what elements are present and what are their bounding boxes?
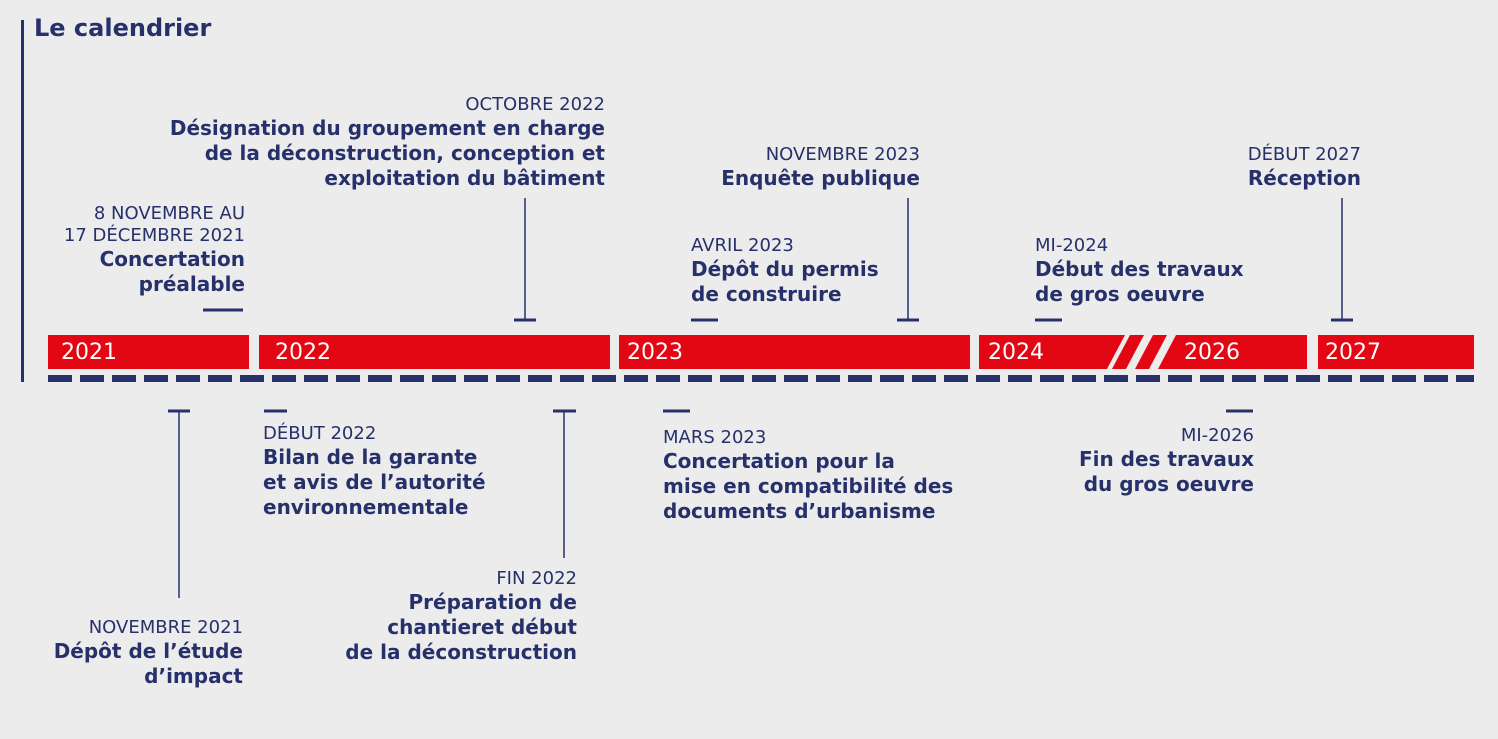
event-desc: Concertation préalable — [99, 247, 245, 296]
event-date: OCTOBRE 2022 — [465, 94, 605, 115]
markers-below — [168, 409, 1253, 598]
event-date: MI-2026 — [1180, 425, 1254, 446]
event-date: NOVEMBRE 2023 — [765, 144, 920, 165]
event-debut-2027: DÉBUT 2027 Réception — [1248, 144, 1361, 191]
event-date: NOVEMBRE 2021 — [88, 617, 243, 638]
event-desc: Dépôt de l’étude d’impact — [53, 639, 243, 688]
event-fin-2022: FIN 2022 Préparation de chantieret début… — [345, 568, 577, 665]
event-desc: Enquête publique — [721, 166, 920, 190]
event-desc: Préparation de chantieret début de la dé… — [345, 590, 577, 664]
event-novembre-2021: NOVEMBRE 2021 Dépôt de l’étude d’impact — [54, 617, 243, 689]
event-debut-2022: DÉBUT 2022 Bilan de la garante et avis d… — [263, 423, 486, 520]
year-label-2023: 2023 — [627, 340, 683, 365]
event-date: FIN 2022 — [496, 568, 577, 589]
event-mi-2026: MI-2026 Fin des travaux du gros oeuvre — [1079, 425, 1254, 497]
event-date: MI-2024 — [1035, 235, 1109, 256]
event-desc: Fin des travaux du gros oeuvre — [1078, 447, 1254, 496]
event-desc: Dépôt du permis de construire — [691, 257, 879, 306]
break-slash-2 — [1135, 335, 1167, 369]
event-novembre-2023: NOVEMBRE 2023 Enquête publique — [721, 144, 920, 191]
event-desc: Concertation pour la mise en compatibili… — [663, 449, 954, 523]
year-label-2022: 2022 — [275, 340, 331, 365]
event-avril-2023: AVRIL 2023 Dépôt du permis de construire — [691, 235, 879, 307]
year-bar-2023 — [619, 335, 970, 369]
event-date: MARS 2023 — [663, 427, 767, 448]
event-date: DÉBUT 2027 — [1247, 144, 1361, 165]
break-slash-1 — [1112, 335, 1144, 369]
markers-above — [203, 198, 1353, 322]
event-desc: Début des travaux de gros oeuvre — [1035, 257, 1244, 306]
event-mars-2023: MARS 2023 Concertation pour la mise en c… — [663, 427, 953, 524]
event-concertation-prealable: 8 NOVEMBRE AU 17 DÉCEMBRE 2021 Concertat… — [64, 203, 245, 297]
year-label-2026: 2026 — [1184, 340, 1240, 365]
year-bar-2027 — [1318, 335, 1474, 369]
page-title: Le calendrier — [34, 14, 212, 42]
year-bar-2022 — [259, 335, 610, 369]
year-label-2027: 2027 — [1325, 340, 1381, 365]
year-bar-2024 — [979, 335, 1125, 369]
year-label-2024: 2024 — [988, 340, 1044, 365]
event-date: 8 NOVEMBRE AU 17 DÉCEMBRE 2021 — [63, 203, 245, 246]
year-bar-2026 — [1158, 335, 1307, 369]
event-desc: Réception — [1247, 166, 1361, 190]
event-desc: Bilan de la garante et avis de l’autorit… — [263, 445, 486, 519]
left-rule — [21, 20, 24, 382]
year-label-2021: 2021 — [61, 340, 117, 365]
event-desc: Désignation du groupement en charge de l… — [169, 116, 605, 190]
event-date: DÉBUT 2022 — [263, 423, 377, 444]
event-mi-2024: MI-2024 Début des travaux de gros oeuvre — [1035, 235, 1244, 307]
year-bar-2021 — [48, 335, 249, 369]
event-date: AVRIL 2023 — [691, 235, 794, 256]
event-octobre-2022: OCTOBRE 2022 Désignation du groupement e… — [170, 94, 605, 191]
